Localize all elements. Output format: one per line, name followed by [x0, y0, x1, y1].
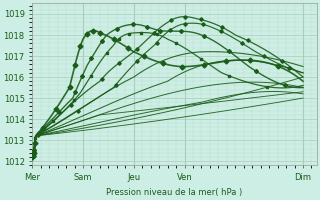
X-axis label: Pression niveau de la mer( hPa ): Pression niveau de la mer( hPa ): [106, 188, 243, 197]
